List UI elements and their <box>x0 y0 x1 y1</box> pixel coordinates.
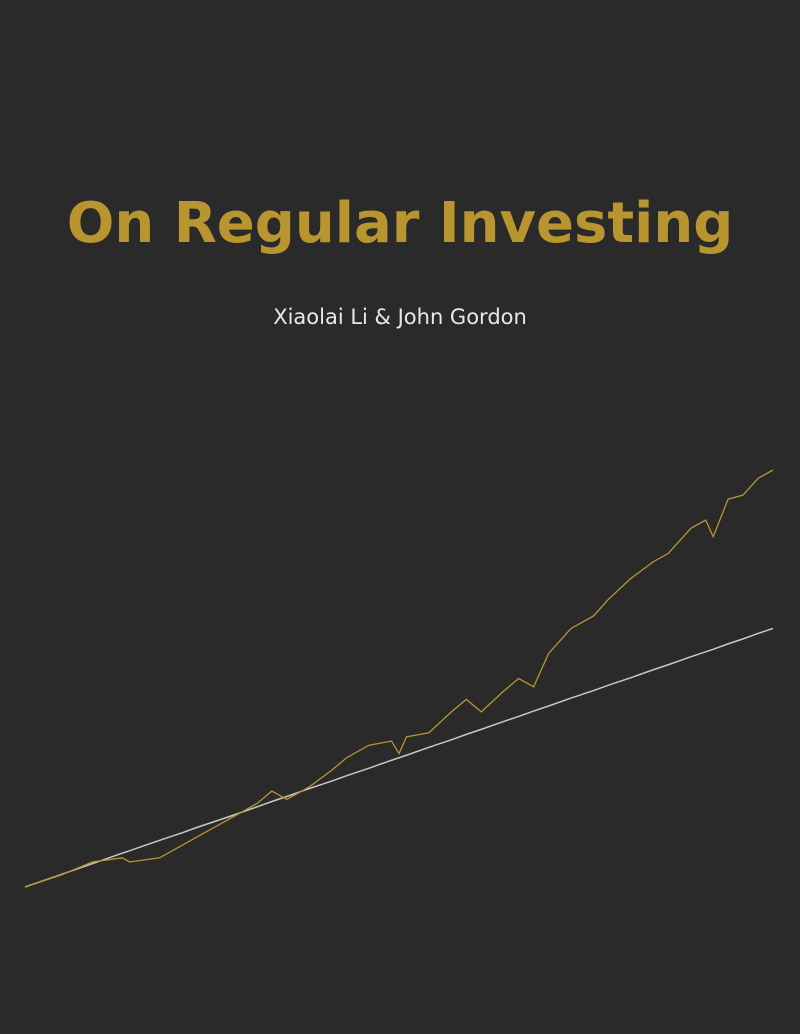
series-line <box>24 627 774 888</box>
authors: Xiaolai Li & John Gordon <box>273 305 527 329</box>
title: On Regular Investing <box>67 191 734 256</box>
series-line <box>24 469 774 888</box>
